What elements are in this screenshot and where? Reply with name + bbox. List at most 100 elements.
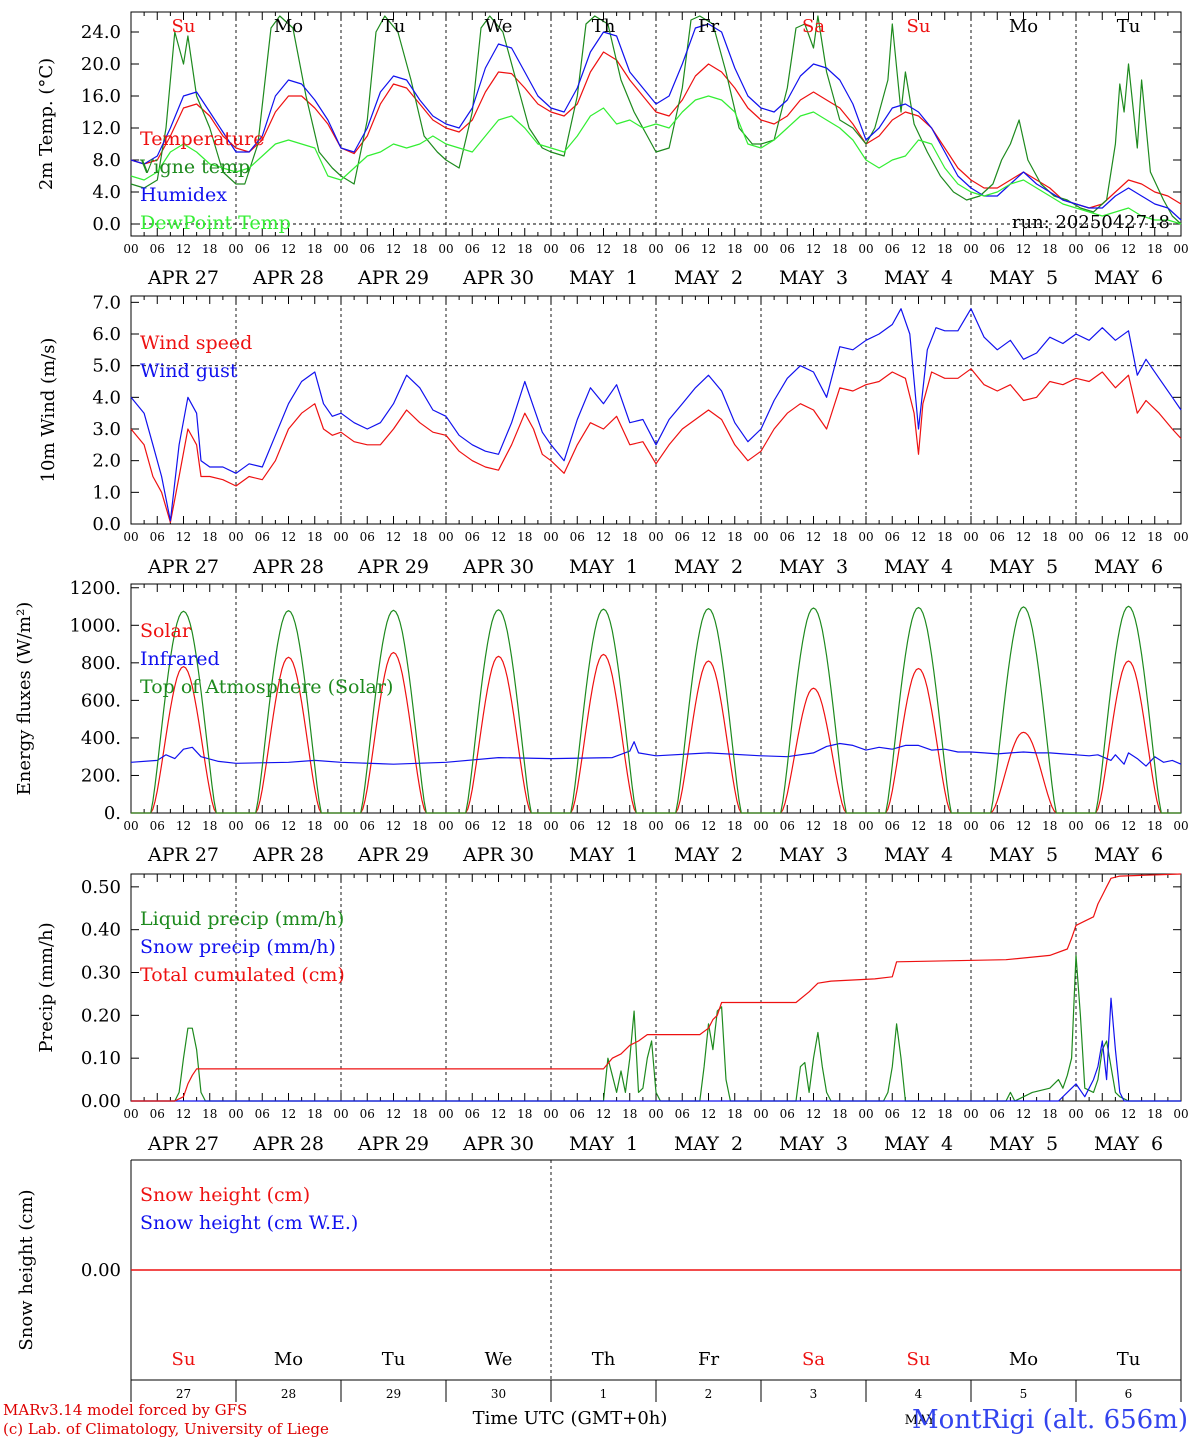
hour-tick-label: 18 xyxy=(412,819,427,833)
hour-tick-label: 00 xyxy=(963,1107,978,1121)
hour-tick-label: 18 xyxy=(832,1107,847,1121)
hour-tick-label: 06 xyxy=(570,242,585,256)
hour-tick-label: 18 xyxy=(832,242,847,256)
day-axis-label: APR 29 xyxy=(357,556,429,578)
hour-tick-label: 18 xyxy=(412,530,427,544)
hour-tick-label: 06 xyxy=(570,819,585,833)
hour-tick-label: 18 xyxy=(517,1107,532,1121)
hour-tick-label: 06 xyxy=(360,242,375,256)
weekday-label-bottom: We xyxy=(485,1349,513,1370)
y-tick-label: 0. xyxy=(104,803,121,824)
hour-tick-label: 18 xyxy=(307,1107,322,1121)
hour-tick-label: 00 xyxy=(1173,819,1188,833)
hour-tick-label: 18 xyxy=(202,242,217,256)
hour-tick-label: 00 xyxy=(438,242,453,256)
series-line-vigne-temp xyxy=(130,15,1182,225)
hour-tick-label: 12 xyxy=(911,242,926,256)
day-axis-label: MAY 2 xyxy=(674,1133,743,1155)
hour-tick-label: 18 xyxy=(937,242,952,256)
day-axis-label: APR 30 xyxy=(462,1133,534,1155)
weekday-label-bottom: Tu xyxy=(382,1349,406,1370)
y-tick-label: 800. xyxy=(81,653,121,674)
hour-tick-label: 00 xyxy=(648,819,663,833)
y-tick-label: 6.0 xyxy=(92,324,121,345)
legend-entry: Snow height (cm) xyxy=(140,1184,310,1206)
panel-temperature: 0.0 4.0 8.0 12.0 16.0 20.0 24.0 2m Temp. (°C) 00… xyxy=(36,11,1189,289)
series-line-snow-precip-mm-h xyxy=(131,997,1181,1102)
hour-tick-label: 12 xyxy=(701,1107,716,1121)
panel-wind: 0.0 1.0 2.0 3.0 4.0 5.0 6.0 7.0 10m Wind (m/s) 00… xyxy=(38,292,1189,578)
hour-tick-label: 06 xyxy=(885,530,900,544)
day-axis-label: APR 30 xyxy=(462,844,534,866)
legend-entry: Temperature xyxy=(140,128,264,150)
day-axis-label: MAY 3 xyxy=(779,267,848,289)
legend-entry: Solar xyxy=(140,620,192,642)
y-tick-label: 4.0 xyxy=(92,182,121,203)
day-axis-label: APR 28 xyxy=(252,844,324,866)
y-tick-label: 1000. xyxy=(69,615,121,636)
hour-tick-label: 18 xyxy=(307,819,322,833)
hour-tick-label: 06 xyxy=(1095,819,1110,833)
y-tick-label: 0.0 xyxy=(92,514,121,535)
day-axis-label: MAY 3 xyxy=(779,556,848,578)
hour-tick-label: 06 xyxy=(885,1107,900,1121)
hour-tick-label: 06 xyxy=(885,819,900,833)
hour-tick-label: 00 xyxy=(858,1107,873,1121)
hour-tick-label: 00 xyxy=(333,242,348,256)
hour-tick-label: 00 xyxy=(1068,1107,1083,1121)
y-tick-label: 0.40 xyxy=(81,920,121,941)
hour-tick-label: 06 xyxy=(1095,1107,1110,1121)
y-tick-label: 7.0 xyxy=(92,292,121,313)
hour-tick-label: 18 xyxy=(727,242,742,256)
series-line-humidex xyxy=(130,23,1182,221)
hour-tick-label: 12 xyxy=(701,242,716,256)
hour-tick-label: 12 xyxy=(491,819,506,833)
hour-tick-label: 12 xyxy=(176,1107,191,1121)
hour-tick-label: 06 xyxy=(360,1107,375,1121)
hour-tick-label: 18 xyxy=(517,819,532,833)
hour-tick-label: 06 xyxy=(255,819,270,833)
hour-tick-label: 06 xyxy=(675,819,690,833)
hour-tick-label: 12 xyxy=(701,530,716,544)
hour-tick-label: 18 xyxy=(727,530,742,544)
day-axis-label: APR 29 xyxy=(357,844,429,866)
day-axis-label: APR 27 xyxy=(147,267,219,289)
weekday-label-top: Mo xyxy=(274,16,303,37)
hour-tick-label: 00 xyxy=(543,242,558,256)
hour-tick-label: 06 xyxy=(990,819,1005,833)
hour-tick-label: 00 xyxy=(1173,530,1188,544)
hour-tick-label: 06 xyxy=(780,1107,795,1121)
day-axis-label: MAY 6 xyxy=(1094,556,1163,578)
hour-tick-label: 06 xyxy=(780,819,795,833)
hour-tick-label: 00 xyxy=(648,242,663,256)
day-axis-label: MAY 5 xyxy=(989,556,1058,578)
weekday-label-top: Mo xyxy=(1009,16,1038,37)
legend-entry: DewPoint Temp xyxy=(140,212,291,234)
legend-entry: Snow precip (mm/h) xyxy=(140,936,336,958)
hour-tick-label: 00 xyxy=(333,819,348,833)
hour-tick-label: 18 xyxy=(727,819,742,833)
legend-entry: Total cumulated (cm) xyxy=(140,964,345,986)
day-axis-label: APR 30 xyxy=(462,267,534,289)
hour-tick-label: 00 xyxy=(123,242,138,256)
hour-tick-label: 12 xyxy=(491,530,506,544)
day-number-label: 30 xyxy=(491,1387,506,1401)
day-axis-label: APR 28 xyxy=(252,556,324,578)
hour-tick-label: 12 xyxy=(911,530,926,544)
hour-tick-label: 18 xyxy=(727,1107,742,1121)
day-axis-label: APR 29 xyxy=(357,1133,429,1155)
hour-tick-label: 06 xyxy=(465,1107,480,1121)
hour-tick-label: 06 xyxy=(780,530,795,544)
weekday-label-top: Su xyxy=(172,16,196,37)
hour-tick-label: 18 xyxy=(832,530,847,544)
hour-tick-label: 18 xyxy=(307,242,322,256)
day-axis-label: MAY 5 xyxy=(989,844,1058,866)
legend-entry: Top of Atmosphere (Solar) xyxy=(140,676,393,698)
weekday-label-top: Fr xyxy=(698,16,719,37)
hour-tick-label: 18 xyxy=(937,819,952,833)
hour-tick-label: 12 xyxy=(1121,1107,1136,1121)
hour-tick-label: 00 xyxy=(963,819,978,833)
y-tick-label: 24.0 xyxy=(81,22,121,43)
hour-tick-label: 00 xyxy=(753,819,768,833)
weekday-label-bottom: Sa xyxy=(802,1349,825,1370)
